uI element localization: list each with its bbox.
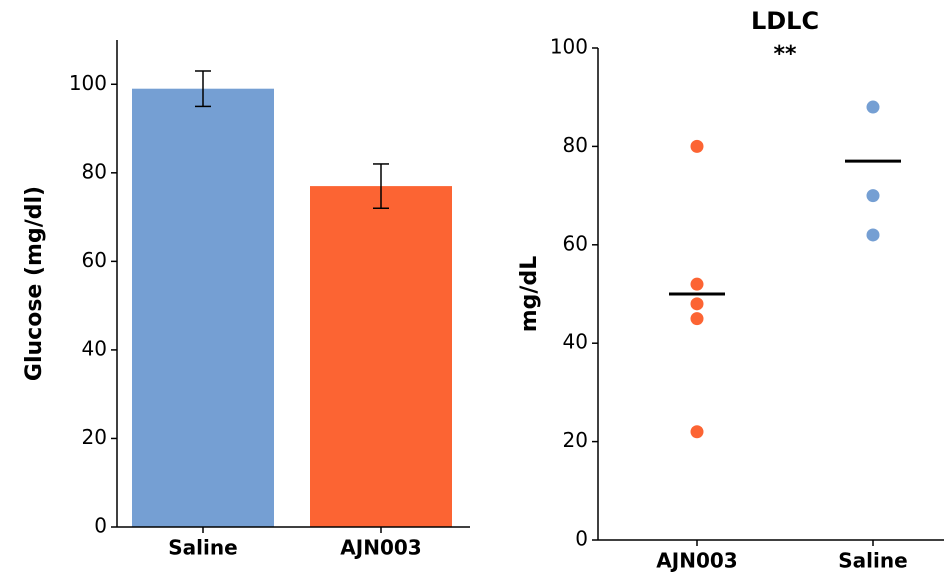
y-tick-label: 60 — [82, 248, 107, 272]
x-tick-label: Saline — [168, 536, 237, 560]
y-tick-label: 0 — [575, 527, 588, 551]
y-tick-label: 60 — [563, 231, 588, 255]
point — [690, 297, 704, 311]
point — [690, 277, 704, 291]
y-axis-label: Glucose (mg/dl) — [22, 186, 47, 381]
y-tick-label: 40 — [82, 336, 107, 360]
annotation: ** — [773, 42, 797, 67]
y-tick-label: 0 — [94, 514, 107, 538]
y-axis-label: mg/dL — [517, 256, 542, 332]
x-tick-label: AJN003 — [340, 536, 421, 560]
y-tick-label: 40 — [563, 330, 588, 354]
point — [866, 189, 880, 203]
point — [690, 425, 704, 439]
x-tick-label: Saline — [838, 549, 907, 572]
point — [690, 139, 704, 153]
y-tick-label: 20 — [563, 428, 588, 452]
y-tick-label: 80 — [82, 159, 107, 183]
bar — [310, 186, 452, 527]
y-tick-label: 100 — [69, 71, 107, 95]
point — [690, 312, 704, 326]
point — [866, 100, 880, 114]
chart-title: LDLC — [751, 7, 819, 35]
y-tick-label: 20 — [82, 425, 107, 449]
x-tick-label: AJN003 — [656, 549, 737, 572]
y-tick-label: 100 — [550, 35, 588, 59]
point — [866, 228, 880, 242]
bar — [132, 88, 274, 527]
y-tick-label: 80 — [563, 133, 588, 157]
